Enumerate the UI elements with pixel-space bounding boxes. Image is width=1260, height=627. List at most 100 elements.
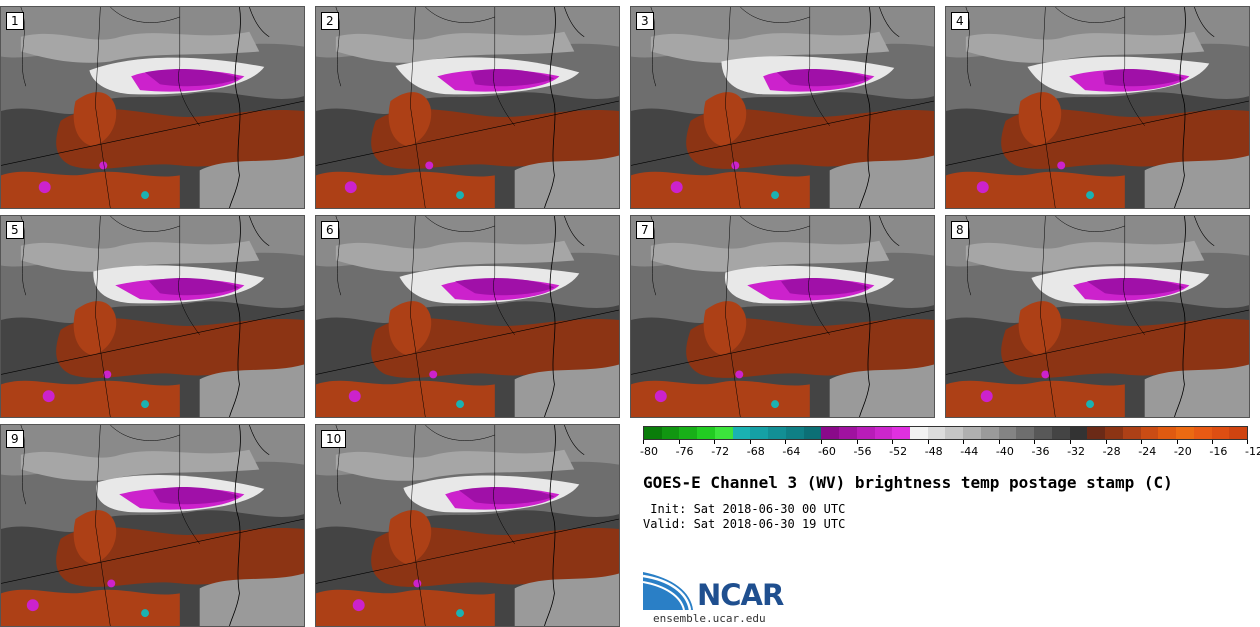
ncar-logo-icon bbox=[643, 572, 693, 611]
colorbar-swatch bbox=[910, 427, 928, 439]
postage-stamp-panel: 9 bbox=[0, 424, 305, 627]
colorbar-tick-label: -16 bbox=[1209, 445, 1228, 458]
colorbar-swatch bbox=[980, 427, 999, 439]
colorbar-tick-label: -60 bbox=[817, 445, 836, 458]
colorbar-tick-label: -24 bbox=[1138, 445, 1157, 458]
water-vapor-map bbox=[316, 216, 619, 417]
colorbar-tick bbox=[1176, 440, 1178, 444]
postage-stamp-panel: 6 bbox=[315, 215, 620, 418]
colorbar-tick-label: -80 bbox=[640, 445, 658, 458]
colorbar-tick bbox=[1141, 440, 1143, 444]
colorbar-tick bbox=[1070, 440, 1072, 444]
colorbar-swatch bbox=[963, 427, 981, 439]
colorbar-swatch bbox=[1122, 427, 1141, 439]
water-vapor-map bbox=[316, 425, 619, 626]
panel-label: 4 bbox=[951, 12, 969, 30]
colorbar-tick bbox=[927, 440, 929, 444]
colorbar-swatch bbox=[927, 427, 946, 439]
logo-url: ensemble.ucar.edu bbox=[653, 612, 766, 625]
colorbar-tick-label: -32 bbox=[1067, 445, 1086, 458]
colorbar-swatch bbox=[874, 427, 893, 439]
postage-stamp-panel: 1 bbox=[0, 6, 305, 209]
colorbar-tick bbox=[678, 440, 680, 444]
colorbar-swatch bbox=[679, 427, 698, 439]
colorbar-swatch bbox=[1087, 427, 1106, 439]
water-vapor-map bbox=[316, 7, 619, 208]
colorbar-swatch bbox=[892, 427, 911, 439]
colorbar-swatch bbox=[785, 427, 804, 439]
colorbar-swatch bbox=[750, 427, 769, 439]
colorbar-swatch bbox=[803, 427, 822, 439]
panel-label: 10 bbox=[321, 430, 347, 448]
colorbar-tick-label: -44 bbox=[960, 445, 979, 458]
colorbar-tick bbox=[998, 440, 1000, 444]
colorbar-swatch bbox=[1051, 427, 1070, 439]
colorbar-swatch bbox=[644, 427, 662, 439]
colorbar-swatch bbox=[1176, 427, 1194, 439]
postage-stamp-panel: 10 bbox=[315, 424, 620, 627]
colorbar-tick-label: -20 bbox=[1173, 445, 1192, 458]
colorbar-swatch bbox=[1158, 427, 1177, 439]
colorbar-ticks: -80 -76 -72 -68 -64 -60 -56 -52 -48 -44 -40 -36 -32 -… bbox=[640, 440, 1260, 460]
colorbar-swatch bbox=[856, 427, 875, 439]
colorbar-swatch bbox=[1193, 427, 1212, 439]
colorbar-swatch bbox=[1016, 427, 1035, 439]
logo-text: NCAR bbox=[697, 578, 784, 612]
valid-time: Valid: Sat 2018-06-30 19 UTC bbox=[643, 517, 846, 531]
colorbar-swatch bbox=[821, 427, 840, 439]
colorbar-swatch bbox=[768, 427, 786, 439]
colorbar-swatch bbox=[1140, 427, 1159, 439]
colorbar-swatch bbox=[1211, 427, 1230, 439]
postage-stamp-panel: 7 bbox=[630, 215, 935, 418]
panel-label: 9 bbox=[6, 430, 24, 448]
colorbar-swatch bbox=[1229, 427, 1247, 439]
postage-stamp-panel: 5 bbox=[0, 215, 305, 418]
colorbar-tick bbox=[1247, 440, 1248, 444]
figure-title: GOES-E Channel 3 (WV) brightness temp po… bbox=[643, 473, 1173, 492]
colorbar-tick bbox=[892, 440, 894, 444]
panel-label: 8 bbox=[951, 221, 969, 239]
colorbar-swatch bbox=[714, 427, 733, 439]
colorbar-tick bbox=[749, 440, 751, 444]
colorbar-swatch bbox=[661, 427, 680, 439]
colorbar-tick-label: -56 bbox=[853, 445, 872, 458]
colorbar-tick-label: -72 bbox=[711, 445, 730, 458]
postage-stamp-panel: 2 bbox=[315, 6, 620, 209]
colorbar-swatch bbox=[839, 427, 857, 439]
colorbar-tick-label: -52 bbox=[889, 445, 908, 458]
water-vapor-map bbox=[631, 7, 934, 208]
panel-label: 3 bbox=[636, 12, 654, 30]
colorbar-tick bbox=[1105, 440, 1107, 444]
postage-stamp-panel: 4 bbox=[945, 6, 1250, 209]
water-vapor-map bbox=[946, 216, 1249, 417]
colorbar-swatch bbox=[945, 427, 964, 439]
panel-label: 7 bbox=[636, 221, 654, 239]
colorbar-swatch bbox=[1034, 427, 1052, 439]
colorbar-tick-label: -36 bbox=[1031, 445, 1050, 458]
colorbar-tick bbox=[714, 440, 716, 444]
colorbar-swatch bbox=[1069, 427, 1088, 439]
panel-label: 6 bbox=[321, 221, 339, 239]
colorbar-tick-label: -76 bbox=[675, 445, 694, 458]
colorbar-tick bbox=[785, 440, 787, 444]
colorbar-tick bbox=[856, 440, 858, 444]
colorbar-tick-label: -12 bbox=[1245, 445, 1260, 458]
panel-label: 5 bbox=[6, 221, 24, 239]
colorbar-tick bbox=[643, 440, 644, 444]
colorbar-tick-label: -40 bbox=[995, 445, 1014, 458]
water-vapor-map bbox=[1, 216, 304, 417]
water-vapor-map bbox=[946, 7, 1249, 208]
postage-stamp-panel: 8 bbox=[945, 215, 1250, 418]
colorbar-tick-label: -64 bbox=[782, 445, 801, 458]
panel-label: 1 bbox=[6, 12, 24, 30]
colorbar-swatch bbox=[697, 427, 715, 439]
colorbar-swatch bbox=[998, 427, 1017, 439]
water-vapor-map bbox=[1, 425, 304, 626]
init-time: Init: Sat 2018-06-30 00 UTC bbox=[643, 502, 846, 516]
colorbar-tick-label: -28 bbox=[1102, 445, 1121, 458]
colorbar bbox=[643, 426, 1248, 440]
colorbar-tick bbox=[1212, 440, 1214, 444]
colorbar-tick bbox=[820, 440, 822, 444]
water-vapor-map bbox=[631, 216, 934, 417]
colorbar-swatch bbox=[1105, 427, 1123, 439]
